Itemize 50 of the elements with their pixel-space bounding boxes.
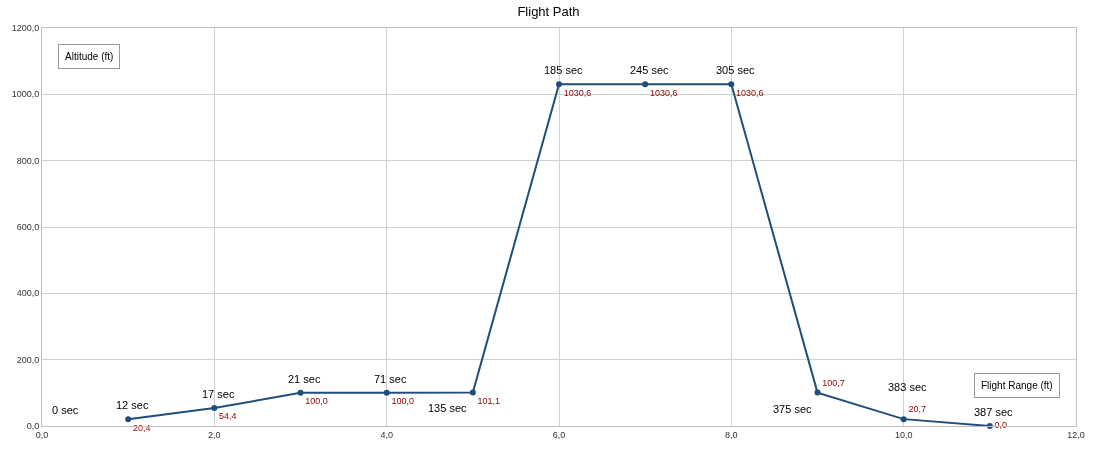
x-tick-label: 0,0 <box>35 429 49 440</box>
y-tick-label: 1200,0 <box>11 23 40 34</box>
data-label: 100,0 <box>391 396 414 407</box>
point <box>211 404 218 411</box>
point <box>814 389 821 396</box>
y-axis-title: Altitude (ft) <box>65 51 114 62</box>
y-tick-label: 400,0 <box>16 288 40 299</box>
point <box>986 423 993 429</box>
point <box>556 81 562 88</box>
x-tick-label: 4,0 <box>380 429 393 440</box>
data-label: 1030,6 <box>563 87 592 98</box>
point <box>469 389 476 396</box>
annotation: 21 sec <box>288 373 321 385</box>
y-tick-label: 1000,0 <box>11 89 40 100</box>
point <box>642 81 649 88</box>
y-tick-label: 800,0 <box>16 155 40 166</box>
point <box>900 416 907 423</box>
annotation: 383 sec <box>888 381 928 393</box>
annotation: 135 sec <box>428 402 468 414</box>
data-label: 54,4 <box>219 411 237 422</box>
x-tick-label: 12,0 <box>1067 429 1085 440</box>
annotation: 245 sec <box>630 64 670 76</box>
point <box>297 389 304 396</box>
x-tick-label: 10,0 <box>894 429 913 440</box>
data-label: 101,1 <box>477 395 501 406</box>
annotation: 17 sec <box>202 388 235 400</box>
point <box>125 416 132 423</box>
annotation: 185 sec <box>544 64 584 76</box>
chart-title: Flight Path <box>517 3 580 19</box>
annotation: 12 sec <box>116 399 149 411</box>
annotation: 387 sec <box>974 406 1014 418</box>
y-tick-label: 0,0 <box>26 421 40 432</box>
x-tick-label: 2,0 <box>208 429 221 440</box>
x-tick-label: 6,0 <box>552 429 566 440</box>
data-label: 1030,6 <box>736 87 764 98</box>
x-tick-label: 8,0 <box>725 429 738 440</box>
point <box>383 389 390 396</box>
annotation: 305 sec <box>716 64 756 76</box>
data-label: 20,4 <box>132 422 151 433</box>
annotation: 0 sec <box>52 404 79 416</box>
data-label: 100,0 <box>305 396 328 407</box>
data-label: 20,7 <box>908 404 926 415</box>
data-label: 1030,6 <box>649 87 678 98</box>
data-label: 100,7 <box>822 377 845 388</box>
annotation: 375 sec <box>773 403 813 415</box>
y-tick-label: 200,0 <box>16 354 40 365</box>
x-axis-title: Flight Range (ft) <box>981 380 1053 391</box>
annotation: 71 sec <box>374 373 407 385</box>
point <box>728 81 735 88</box>
y-tick-label: 600,0 <box>16 222 40 233</box>
